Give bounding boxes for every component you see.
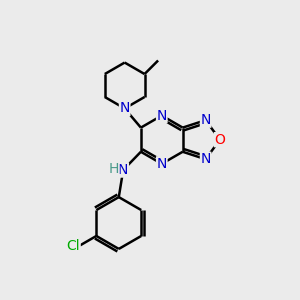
Text: N: N <box>157 109 167 122</box>
Text: O: O <box>214 133 225 147</box>
Text: N: N <box>200 113 211 127</box>
Text: Cl: Cl <box>67 238 80 253</box>
Text: N: N <box>200 152 211 166</box>
Text: N: N <box>119 101 130 116</box>
Text: N: N <box>118 163 128 177</box>
Text: H: H <box>109 161 119 176</box>
Text: N: N <box>157 157 167 171</box>
